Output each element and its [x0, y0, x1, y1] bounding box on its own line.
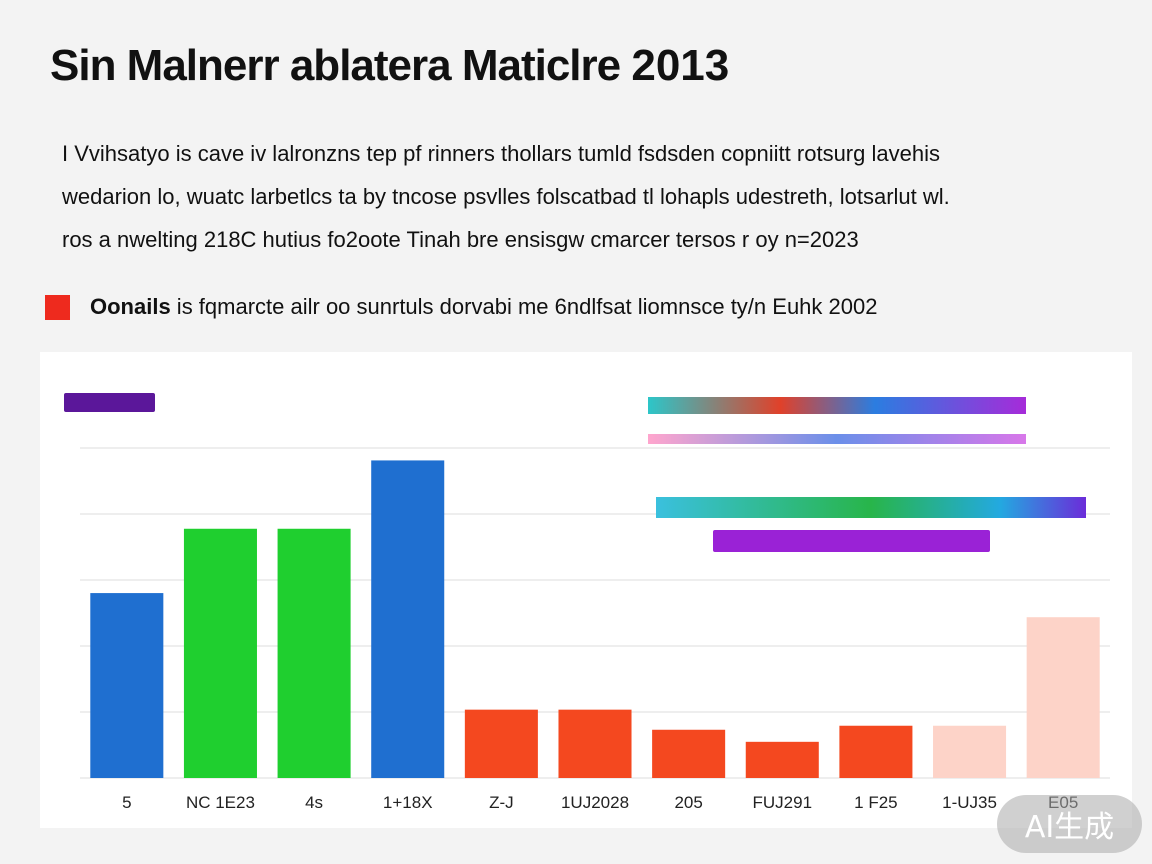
x-tick-label: 1UJ2028: [561, 793, 629, 812]
ai-generated-badge: AI生成: [997, 795, 1142, 853]
tick-labels-layer: 5 NC 1E23 4s 1+18X Z-J 1UJ2028 205 FUJ291 1 F25 1…: [122, 793, 1078, 812]
legend-bold-label: Oonails: [90, 294, 171, 319]
intro-line: I Vvihsatyo is cave iv lalronzns tep pf …: [62, 141, 940, 166]
bar: [933, 725, 1007, 778]
legend-badge-left: [64, 393, 155, 412]
bar-chart: 5 NC 1E23 4s 1+18X Z-J 1UJ2028 205 FUJ291 1 F25 1…: [64, 393, 1110, 812]
bar: [371, 460, 445, 778]
bar: [745, 741, 819, 778]
x-tick-label: 5: [122, 793, 131, 812]
chart-legend-decor: [64, 393, 1086, 552]
legend-row: Oonails is fqmarcte ailr oo sunrtuls dor…: [45, 290, 1115, 324]
x-tick-label: 1+18X: [383, 793, 433, 812]
legend-strip-3: [656, 497, 1086, 518]
bar: [464, 709, 538, 778]
bar: [183, 528, 257, 778]
legend-strip-4: [713, 530, 990, 552]
page-title-year: 2013: [631, 41, 730, 90]
intro-line: ros a nwelting 218C hutius fo2oote Tinah…: [62, 227, 859, 252]
legend-strip-1: [648, 397, 1026, 414]
legend-text: Oonails is fqmarcte ailr oo sunrtuls dor…: [90, 294, 877, 320]
page-title-text: Sin Malnerr ablatera Maticlre: [50, 41, 621, 90]
x-tick-label: 1-UJ35: [942, 793, 997, 812]
x-tick-label: FUJ291: [753, 793, 813, 812]
x-tick-label: 205: [674, 793, 702, 812]
x-tick-label: 4s: [305, 793, 323, 812]
chart-panel: 5 NC 1E23 4s 1+18X Z-J 1UJ2028 205 FUJ291 1 F25 1…: [40, 352, 1132, 828]
legend-swatch: [45, 294, 70, 320]
bar: [839, 725, 913, 778]
bar: [1026, 617, 1100, 778]
bar: [90, 593, 164, 778]
bar: [277, 528, 351, 778]
intro-line: wedarion lo, wuatc larbetlcs ta by tncos…: [62, 184, 950, 209]
bar: [652, 729, 726, 778]
page-title: Sin Malnerr ablatera Maticlre 2013: [50, 38, 1110, 94]
bar: [558, 709, 632, 778]
intro-paragraph: I Vvihsatyo is cave iv lalronzns tep pf …: [62, 132, 1102, 261]
bars-layer: [90, 460, 1100, 778]
legend-description: is fqmarcte ailr oo sunrtuls dorvabi me …: [170, 294, 878, 319]
x-tick-label: 1 F25: [854, 793, 897, 812]
x-tick-label: NC 1E23: [186, 793, 255, 812]
x-tick-label: Z-J: [489, 793, 514, 812]
legend-strip-2: [648, 434, 1026, 444]
